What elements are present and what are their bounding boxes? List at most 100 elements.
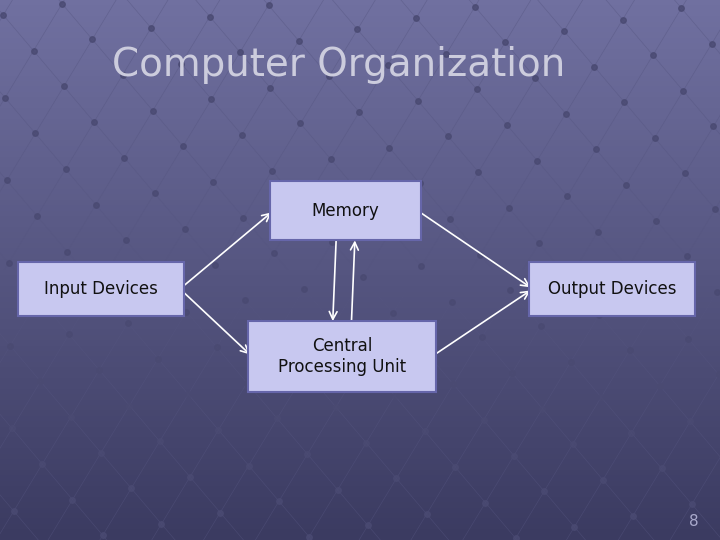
Bar	[0, 356, 720, 362]
Bar	[0, 529, 720, 535]
Bar	[0, 130, 720, 135]
Bar	[0, 27, 720, 32]
Bar	[0, 470, 720, 475]
Bar	[0, 157, 720, 162]
Bar	[0, 265, 720, 270]
Bar	[0, 297, 720, 302]
FancyBboxPatch shape	[270, 181, 421, 240]
Bar	[0, 81, 720, 86]
Bar	[0, 432, 720, 437]
Bar	[0, 524, 720, 529]
Bar	[0, 335, 720, 340]
Bar	[0, 76, 720, 81]
FancyBboxPatch shape	[529, 262, 695, 316]
Bar	[0, 248, 720, 254]
Bar	[0, 162, 720, 167]
Bar	[0, 475, 720, 481]
Bar	[0, 254, 720, 259]
Bar	[0, 351, 720, 356]
Bar	[0, 86, 720, 92]
Bar	[0, 135, 720, 140]
Bar	[0, 383, 720, 389]
Bar	[0, 281, 720, 286]
Bar	[0, 227, 720, 232]
Text: Central
Processing Unit: Central Processing Unit	[278, 337, 406, 376]
Text: 8: 8	[689, 514, 698, 529]
Bar	[0, 22, 720, 27]
Bar	[0, 367, 720, 373]
Bar	[0, 378, 720, 383]
Bar	[0, 292, 720, 297]
Bar	[0, 329, 720, 335]
Bar	[0, 518, 720, 524]
Bar	[0, 5, 720, 11]
Bar	[0, 184, 720, 189]
Bar	[0, 410, 720, 416]
Bar	[0, 340, 720, 346]
Bar	[0, 103, 720, 108]
Bar	[0, 448, 720, 454]
Bar	[0, 389, 720, 394]
Bar	[0, 178, 720, 184]
Bar	[0, 416, 720, 421]
Bar	[0, 119, 720, 124]
Bar	[0, 497, 720, 502]
Bar	[0, 238, 720, 243]
Bar	[0, 443, 720, 448]
Bar	[0, 270, 720, 275]
Bar	[0, 427, 720, 432]
Bar	[0, 313, 720, 319]
Bar	[0, 59, 720, 65]
Bar	[0, 189, 720, 194]
Bar	[0, 43, 720, 49]
Bar	[0, 535, 720, 540]
Bar	[0, 11, 720, 16]
Bar	[0, 97, 720, 103]
FancyBboxPatch shape	[18, 262, 184, 316]
Bar	[0, 324, 720, 329]
Bar	[0, 464, 720, 470]
Text: Memory: Memory	[312, 201, 379, 220]
Bar	[0, 151, 720, 157]
Bar	[0, 319, 720, 324]
Bar	[0, 194, 720, 200]
Bar	[0, 302, 720, 308]
Bar	[0, 308, 720, 313]
Bar	[0, 124, 720, 130]
Bar	[0, 362, 720, 367]
Bar	[0, 243, 720, 248]
Bar	[0, 491, 720, 497]
Bar	[0, 0, 720, 5]
Bar	[0, 286, 720, 292]
Bar	[0, 221, 720, 227]
Bar	[0, 405, 720, 410]
Bar	[0, 232, 720, 238]
Bar	[0, 113, 720, 119]
Bar	[0, 513, 720, 518]
Bar	[0, 65, 720, 70]
Bar	[0, 275, 720, 281]
Bar	[0, 421, 720, 427]
Text: Input Devices: Input Devices	[44, 280, 158, 298]
Bar	[0, 508, 720, 513]
Bar	[0, 49, 720, 54]
Bar	[0, 32, 720, 38]
Bar	[0, 437, 720, 443]
Bar	[0, 167, 720, 173]
Bar	[0, 259, 720, 265]
Bar	[0, 373, 720, 378]
Bar	[0, 211, 720, 216]
Bar	[0, 454, 720, 459]
Bar	[0, 400, 720, 405]
Bar	[0, 502, 720, 508]
Bar	[0, 394, 720, 400]
Bar	[0, 70, 720, 76]
Bar	[0, 92, 720, 97]
Bar	[0, 205, 720, 211]
Text: Output Devices: Output Devices	[548, 280, 676, 298]
Bar	[0, 486, 720, 491]
Bar	[0, 173, 720, 178]
Text: Computer Organization: Computer Organization	[112, 46, 565, 84]
FancyBboxPatch shape	[248, 321, 436, 392]
Bar	[0, 346, 720, 351]
